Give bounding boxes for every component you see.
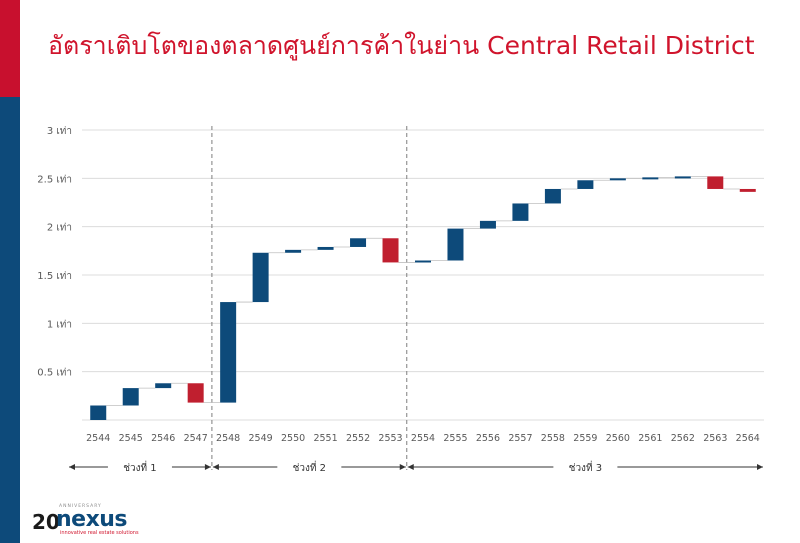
- x-tick-label: 2548: [216, 433, 240, 444]
- increase-bar: [609, 178, 626, 181]
- increase-bar: [155, 383, 172, 389]
- x-tick-label: 2552: [346, 433, 370, 444]
- x-tick-label: 2555: [443, 433, 467, 444]
- logo-number: 20: [32, 510, 60, 534]
- logo-tagline: innovative real estate solutions: [60, 530, 139, 536]
- phase-label: ช่วงที่ 2: [293, 460, 326, 474]
- increase-bar: [350, 238, 367, 247]
- x-tick-label: 2551: [313, 433, 337, 444]
- increase-bar: [317, 246, 334, 250]
- phase-label: ช่วงที่ 3: [569, 460, 602, 474]
- x-tick-label: 2550: [281, 433, 305, 444]
- increase-bar: [512, 203, 529, 221]
- x-tick-label: 2557: [508, 433, 532, 444]
- x-tick-label: 2544: [86, 433, 110, 444]
- phase-label-bg: [277, 459, 342, 475]
- increase-bar: [577, 180, 594, 189]
- phase-label-bg: [553, 459, 618, 475]
- arrow-head-right: [399, 464, 406, 470]
- arrow-head-left: [212, 464, 219, 470]
- x-tick-label: 2561: [638, 433, 662, 444]
- decrease-bar: [707, 176, 724, 189]
- phase-label: ช่วงที่ 1: [123, 460, 156, 474]
- increase-bar: [544, 188, 561, 204]
- increase-bar: [90, 405, 107, 420]
- x-tick-label: 2553: [378, 433, 402, 444]
- decrease-bar: [382, 238, 399, 263]
- x-tick-label: 2554: [411, 433, 435, 444]
- y-tick-label: 1.5 เท่า: [37, 271, 72, 282]
- waterfall-chart: 0.5 เท่า 1 เท่า 1.5 เท่า 2 เท่า 2.5 เท่า 3 เท…: [37, 126, 764, 475]
- x-tick-label: 2556: [476, 433, 500, 444]
- y-tick-label: 1 เท่า: [47, 319, 72, 330]
- x-tick-label: 2564: [736, 433, 760, 444]
- increase-bar: [220, 302, 237, 403]
- phase-label-bg: [107, 459, 172, 475]
- x-tick-label: 2549: [249, 433, 273, 444]
- increase-bar: [415, 260, 431, 263]
- x-tick-label: 2546: [151, 433, 175, 444]
- slide-title: อัตราเติบโตของตลาดศูนย์การค้าในย่าน Cent…: [48, 31, 755, 60]
- arrow-head-right: [757, 464, 763, 470]
- increase-bar: [252, 252, 269, 303]
- y-tick-label: 2.5 เท่า: [37, 174, 72, 185]
- y-tick-label: 2 เท่า: [47, 223, 72, 234]
- arrow-head-right: [204, 464, 211, 470]
- x-tick-label: 2563: [703, 433, 727, 444]
- x-tick-label: 2547: [184, 433, 208, 444]
- increase-bar: [642, 177, 659, 180]
- arrow-head-left: [69, 464, 75, 470]
- side-accent-blue: [0, 97, 20, 543]
- increase-bar: [285, 249, 302, 253]
- decrease-bar: [739, 188, 756, 192]
- y-tick-label: 0.5 เท่า: [37, 368, 72, 379]
- increase-bar: [122, 388, 139, 406]
- side-accent-red: [0, 0, 20, 97]
- increase-bar: [447, 228, 464, 261]
- x-tick-label: 2558: [541, 433, 565, 444]
- x-tick-label: 2545: [119, 433, 143, 444]
- x-tick-label: 2560: [606, 433, 630, 444]
- increase-bar: [479, 220, 496, 229]
- x-tick-label: 2559: [573, 433, 597, 444]
- logo-anniversary: ANNIVERSARY: [59, 504, 102, 509]
- arrow-head-left: [407, 464, 414, 470]
- increase-bar: [674, 176, 691, 179]
- y-tick-label: 3 เท่า: [47, 126, 72, 137]
- logo-wordmark: nexus: [56, 507, 128, 532]
- x-tick-label: 2562: [671, 433, 695, 444]
- decrease-bar: [187, 383, 204, 403]
